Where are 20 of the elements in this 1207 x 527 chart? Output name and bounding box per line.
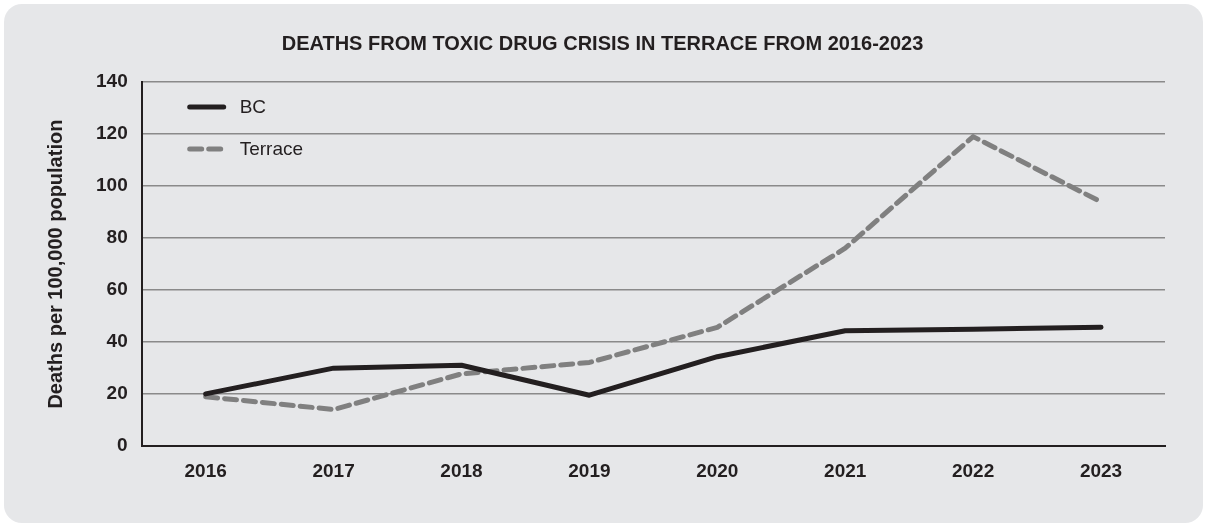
x-tick-label: 2022 (951, 459, 995, 481)
y-tick-label: 120 (96, 122, 128, 144)
y-tick-label: 0 (117, 434, 128, 456)
y-tick-label: 40 (106, 330, 128, 352)
x-tick-label: 2018 (440, 459, 483, 481)
y-axis-title: Deaths per 100,000 population (43, 119, 66, 409)
x-tick-label: 2023 (1079, 459, 1123, 481)
legend-label: Terrace (239, 138, 304, 160)
x-tick-label: 2016 (184, 459, 227, 481)
y-tick-label: 20 (106, 382, 128, 404)
y-tick-label: 60 (106, 278, 128, 300)
x-tick-label: 2019 (568, 459, 611, 481)
y-tick-label: 80 (106, 226, 128, 248)
x-tick-label: 2017 (312, 459, 355, 481)
y-tick-label: 100 (96, 174, 128, 196)
y-tick-label: 140 (96, 70, 128, 92)
legend-label: BC (239, 96, 267, 118)
x-tick-label: 2021 (824, 459, 867, 481)
chart-title: DEATHS FROM TOXIC DRUG CRISIS IN TERRACE FROM 2016-2023 (281, 31, 924, 54)
x-tick-label: 2020 (696, 459, 739, 481)
